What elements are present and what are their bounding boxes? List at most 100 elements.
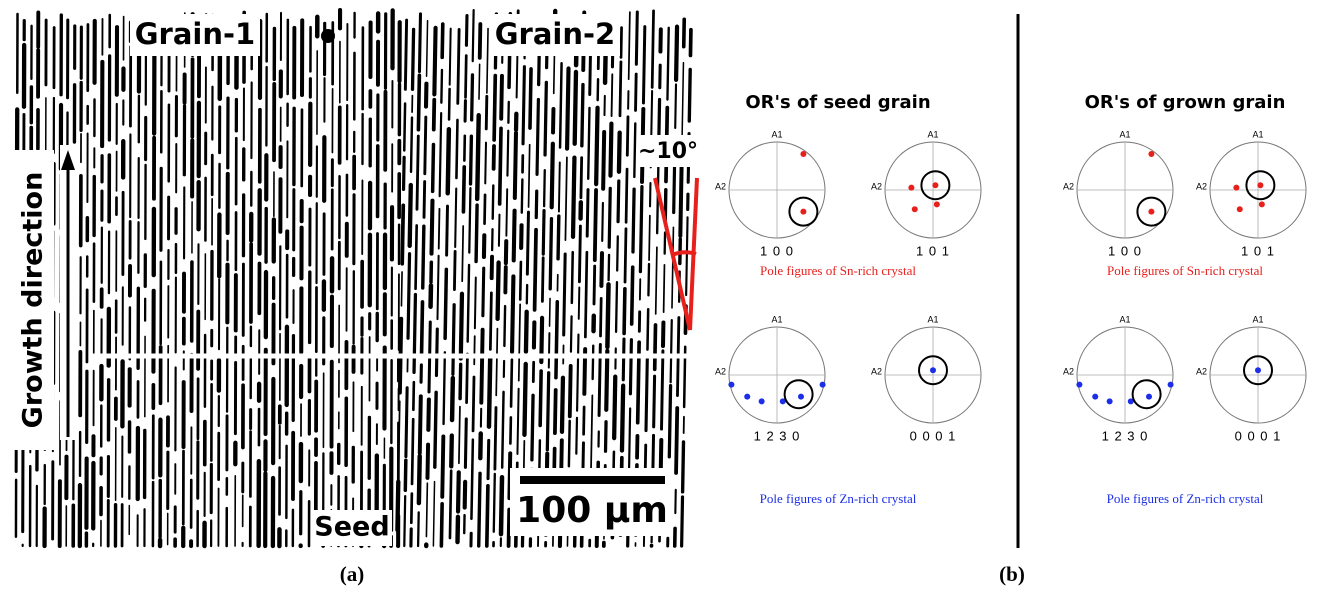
lamella	[619, 133, 620, 172]
lamella	[601, 253, 602, 286]
lamella	[581, 158, 582, 198]
lamella	[418, 75, 419, 129]
lamella	[686, 217, 687, 295]
lamella	[404, 496, 405, 546]
lamella	[595, 190, 596, 260]
lamella	[554, 51, 555, 94]
lamella	[669, 386, 670, 457]
lamella	[489, 359, 490, 427]
lamella	[582, 85, 583, 146]
lamella	[575, 72, 576, 144]
pole-point	[1257, 182, 1263, 188]
lamella	[560, 63, 562, 147]
lamella	[585, 252, 587, 337]
lamella	[494, 76, 495, 140]
lamella	[437, 256, 438, 319]
pole-point	[759, 398, 765, 404]
lamella	[440, 113, 441, 196]
lamella	[507, 131, 508, 176]
lamella	[416, 225, 417, 288]
lamella	[472, 75, 473, 120]
lamella	[576, 418, 577, 454]
lamella	[467, 354, 468, 403]
lamella	[564, 254, 565, 335]
pole-point	[1255, 367, 1261, 373]
lamella	[445, 269, 446, 338]
lamella	[449, 89, 450, 119]
lamella	[587, 190, 588, 237]
lamella	[609, 188, 610, 247]
lamella	[502, 392, 503, 468]
lamella	[629, 12, 630, 79]
lamella	[542, 258, 543, 302]
lamella	[423, 226, 424, 288]
panel-title: OR's of grown grain	[1085, 92, 1286, 113]
lamella	[636, 12, 637, 64]
pole-point	[798, 394, 804, 400]
lamella	[441, 70, 442, 103]
grain-label: Grain-2	[495, 17, 615, 51]
lamella	[452, 378, 453, 420]
lamella	[427, 445, 428, 478]
lamella	[567, 68, 568, 148]
lamella	[479, 64, 480, 99]
pole-point	[728, 382, 734, 388]
pole-point	[1259, 201, 1265, 207]
lamella	[623, 339, 624, 380]
lamella	[447, 206, 448, 255]
pole-point	[820, 382, 826, 388]
lamella	[649, 216, 650, 261]
lamella	[527, 212, 528, 274]
lamella	[558, 216, 559, 259]
lamella	[689, 69, 690, 121]
lamella	[606, 351, 607, 410]
lamella	[412, 419, 413, 484]
lamella	[624, 289, 625, 334]
lamella	[556, 302, 557, 378]
lamella	[420, 396, 421, 453]
lamella	[459, 407, 460, 464]
lamella	[413, 29, 414, 89]
lamella	[643, 27, 644, 103]
lamella	[632, 267, 633, 324]
lamella	[652, 11, 653, 87]
figure-label: 0 0 0 1	[1235, 428, 1282, 443]
lamella	[494, 474, 495, 532]
lamella	[397, 482, 398, 530]
lamella	[667, 28, 668, 100]
lamella	[469, 188, 470, 252]
lamella	[425, 117, 426, 174]
panel-title: OR's of seed grain	[745, 92, 930, 113]
lamella	[633, 189, 634, 252]
lamella	[680, 160, 681, 236]
lamella	[498, 263, 499, 319]
lamella	[496, 329, 497, 396]
lamella	[479, 473, 480, 546]
lamella	[477, 115, 479, 199]
lamella	[602, 203, 603, 241]
lamella	[570, 366, 571, 416]
lamella	[654, 376, 655, 427]
group-caption: Pole figures of Zn-rich crystal	[1107, 491, 1264, 506]
lamella	[404, 157, 405, 189]
figure-label: 1 0 1	[916, 243, 950, 258]
lamella	[485, 143, 486, 184]
lamella	[555, 390, 556, 433]
lamella	[428, 400, 429, 430]
axis-label: A1	[771, 314, 782, 324]
pole-point	[908, 185, 914, 191]
lamella	[456, 120, 457, 178]
lamella	[461, 294, 462, 359]
lamella	[436, 329, 437, 375]
lamella	[471, 440, 472, 519]
lamella	[504, 306, 505, 346]
axis-label: A1	[927, 314, 938, 324]
lamella	[617, 236, 618, 270]
lamella	[458, 29, 459, 103]
lamella	[483, 268, 484, 316]
lamella	[455, 188, 456, 247]
figure-label: 0 0 0 1	[910, 428, 957, 443]
lamella	[627, 117, 628, 155]
lamella	[473, 10, 474, 61]
lamella	[442, 24, 443, 57]
